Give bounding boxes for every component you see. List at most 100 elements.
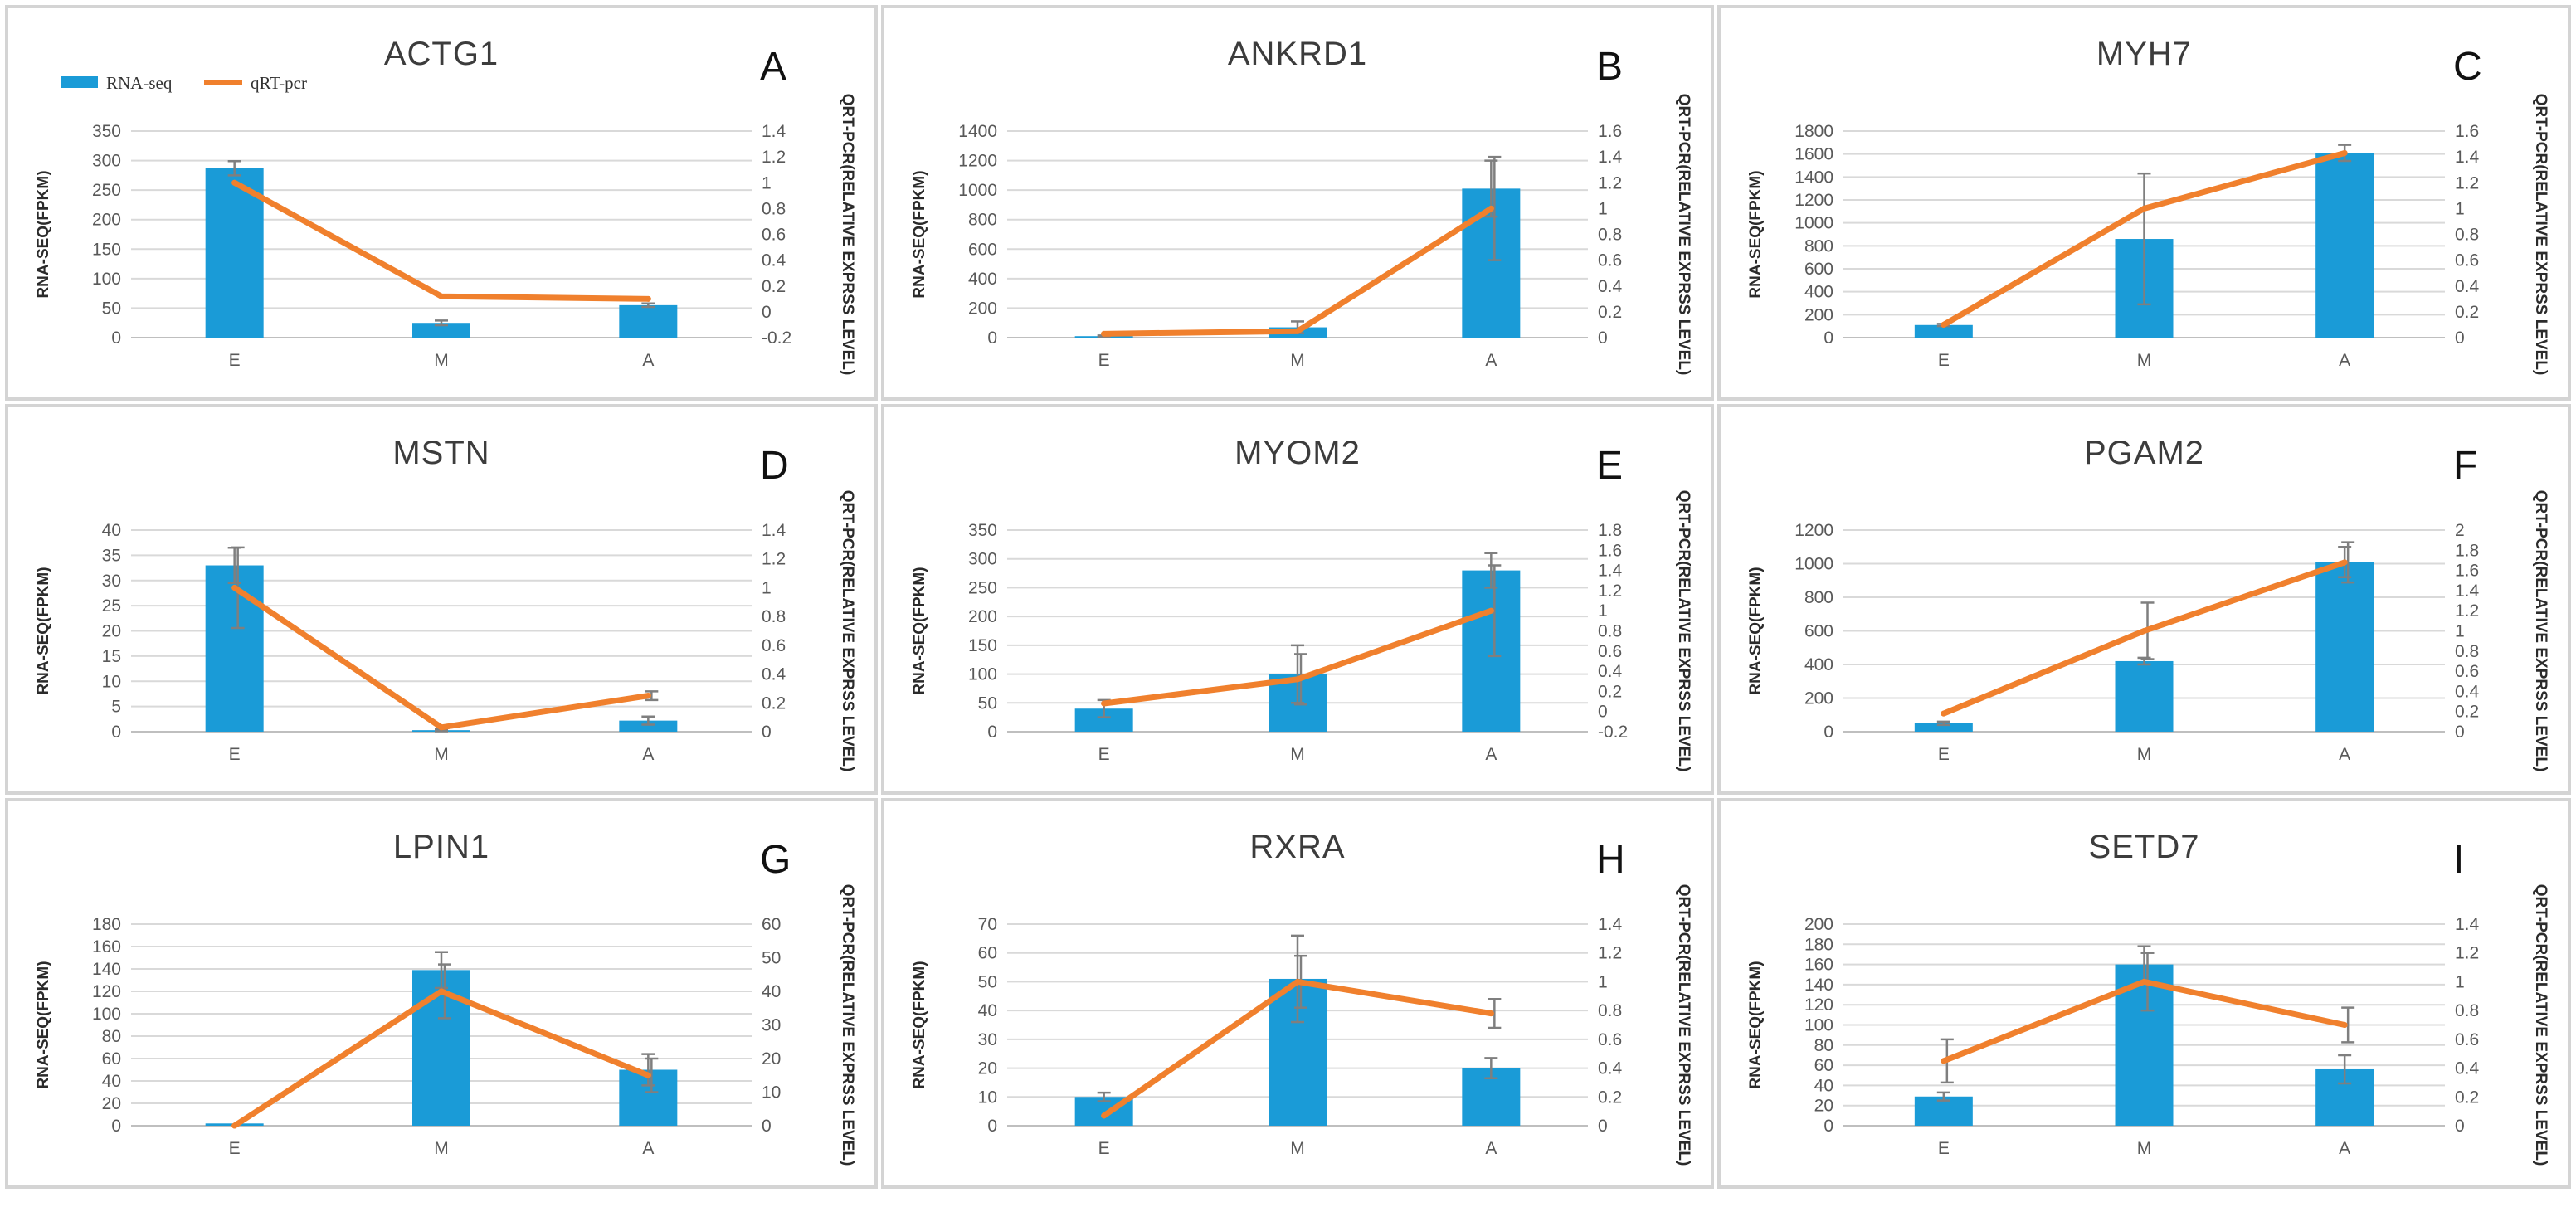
y-tick-label: 40 (978, 1001, 997, 1020)
y-tick-label: 400 (1804, 655, 1833, 674)
y2-tick-label: 1.8 (2455, 541, 2479, 560)
y2-tick-label: 1.2 (762, 148, 786, 167)
x-tick-label: A (642, 745, 654, 764)
x-tick-label: E (1938, 1139, 1950, 1158)
y-tick-label: 600 (1804, 260, 1833, 279)
y-tick-label: 50 (978, 694, 997, 713)
y2-tick-label: 0.2 (2455, 303, 2479, 322)
bar-rna-seq (1914, 723, 1973, 732)
y-tick-label: 0 (987, 723, 997, 742)
y-tick-label: 350 (92, 122, 121, 141)
x-tick-label: A (1485, 745, 1497, 764)
x-tick-label: E (229, 1139, 241, 1158)
y-tick-label: 800 (968, 211, 997, 230)
y-tick-label: 1200 (1794, 521, 1833, 540)
y-tick-label: 0 (111, 723, 121, 742)
y-tick-label: 140 (92, 960, 121, 979)
x-tick-label: M (434, 351, 449, 370)
panel-letter: E (1596, 444, 1623, 488)
y2-tick-label: 30 (762, 1016, 781, 1035)
point-qrt-pcr (1941, 1058, 1947, 1064)
x-tick-label: M (1290, 351, 1305, 370)
y-tick-label: 1400 (958, 122, 997, 141)
y-tick-label: 80 (102, 1027, 121, 1046)
y-tick-label: 60 (978, 944, 997, 963)
x-tick-label: E (1098, 745, 1110, 764)
y2-tick-label: 0.8 (2455, 1001, 2479, 1020)
y2-tick-label: 1 (762, 578, 772, 597)
y-tick-label: 160 (92, 937, 121, 956)
y-axis-label: RNA-SEQ(FPKM) (911, 170, 928, 298)
y-axis-label: RNA-SEQ(FPKM) (1747, 567, 1765, 694)
y-tick-label: 0 (111, 1117, 121, 1136)
y-tick-label: 15 (102, 647, 121, 666)
y2-tick-label: 0 (1598, 329, 1608, 348)
x-tick-label: E (229, 351, 241, 370)
point-qrt-pcr (1101, 1112, 1108, 1119)
y2-tick-label: 0.8 (1598, 622, 1622, 641)
y-tick-label: 1200 (958, 152, 997, 171)
y-tick-label: 30 (102, 572, 121, 591)
y2-tick-label: 0 (1598, 703, 1608, 722)
point-qrt-pcr (231, 179, 238, 186)
point-qrt-pcr (1488, 607, 1494, 614)
y2-tick-label: 1.4 (1598, 562, 1623, 581)
bar-rna-seq (412, 323, 470, 338)
chart-panel-e: 050100150200250300350-0.200.20.40.60.811… (881, 404, 1714, 795)
y-tick-label: 100 (1804, 1016, 1833, 1035)
bar-rna-seq (2315, 153, 2374, 338)
x-tick-label: M (1290, 745, 1305, 764)
chart-panel-a: 0 50 100 150 200 250 300 350 -0.2 0 0.2 0.4 0.6 0.8 1 1… (5, 5, 878, 401)
point-qrt-pcr (1488, 1010, 1494, 1017)
chart-title: MYH7 (2096, 36, 2192, 72)
point-qrt-pcr (2141, 205, 2147, 212)
y-tick-label: 70 (978, 915, 997, 934)
y2-tick-label: 0.4 (2455, 1059, 2480, 1078)
y2-tick-label: 0.4 (1598, 1059, 1623, 1078)
y2-tick-label: 0.6 (2455, 1030, 2479, 1049)
y2-axis-label: QRT-PCR(RELATIVE EXPRSS LEVEL) (1675, 884, 1692, 1166)
y-tick-label: 120 (92, 982, 121, 1001)
bar-rna-seq (1914, 324, 1973, 338)
point-qrt-pcr (2141, 628, 2147, 634)
x-tick-label: A (2339, 1139, 2350, 1158)
y-axis-label: RNA-SEQ(FPKM) (35, 170, 52, 298)
legend-label-qrt-pcr: qRT-pcr (251, 73, 307, 93)
x-tick-label: A (642, 1139, 654, 1158)
panel-letter: G (760, 838, 791, 882)
x-tick-label: A (1485, 351, 1497, 370)
panel-letter: B (1596, 45, 1623, 89)
point-qrt-pcr (1941, 710, 1947, 717)
y-tick-label: 1000 (958, 181, 997, 200)
x-tick-label: M (434, 1139, 449, 1158)
y-tick-label: 1600 (1794, 145, 1833, 164)
y2-tick-label: 0 (2455, 329, 2465, 348)
y2-tick-label: 0.6 (762, 226, 786, 245)
y2-tick-label: 1.6 (1598, 122, 1622, 141)
x-tick-label: A (2339, 351, 2350, 370)
bar-rna-seq (2315, 562, 2374, 732)
y-tick-label: 30 (978, 1030, 997, 1049)
y2-axis-label: QRT-PCR(RELATIVE EXPRSS LEVEL) (839, 490, 856, 772)
y-tick-label: 1000 (1794, 555, 1833, 574)
y2-tick-label: 0.6 (2455, 251, 2479, 270)
y2-axis-label: QRT-PCR(RELATIVE EXPRSS LEVEL) (2532, 884, 2549, 1166)
y-tick-label: 100 (968, 665, 997, 684)
bar-rna-seq (1462, 570, 1521, 732)
y2-tick-label: -0.2 (1598, 723, 1628, 742)
bar-rna-seq (619, 304, 678, 338)
y-tick-label: 40 (102, 1072, 121, 1091)
y2-tick-label: 0.2 (762, 277, 786, 296)
x-tick-label: M (2137, 351, 2152, 370)
y2-tick-label: 0.8 (2455, 642, 2479, 661)
y-tick-label: 35 (102, 546, 121, 565)
y-tick-label: 0 (1824, 723, 1833, 742)
y2-tick-label: -0.2 (762, 329, 791, 348)
y-axis-label: RNA-SEQ(FPKM) (911, 567, 928, 694)
chart-panel-d: 0 5 10 15 20 25 30 35 40 0 0.2 0.4 0.6 0.8 1 1.2 1.4 E M A M… (5, 404, 878, 795)
chart-title: SETD7 (2089, 829, 2200, 865)
y-tick-label: 400 (968, 270, 997, 289)
y2-tick-label: 1.6 (2455, 122, 2479, 141)
y-tick-label: 1000 (1794, 214, 1833, 233)
y-tick-label: 200 (1804, 305, 1833, 324)
